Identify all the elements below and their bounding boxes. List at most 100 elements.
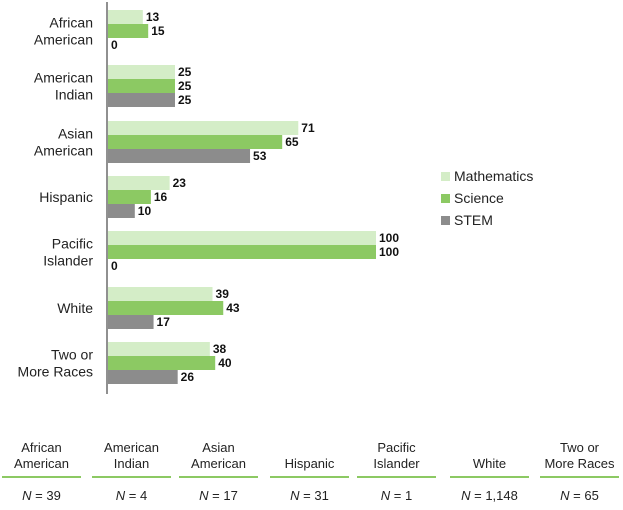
legend-swatch [441,171,450,181]
legend-swatch [441,215,450,225]
n-symbol: N [560,488,570,503]
sample-size-header-line: African [21,440,62,455]
value-label-science: 16 [154,190,168,204]
sample-size-column: African American N = 39 [0,438,83,503]
category-label: Two or More Races [18,347,94,380]
legend-item-stem: STEM [441,209,533,231]
category-label-line: More Races [18,364,93,380]
category-label-line: American [34,32,93,48]
sample-size-header-line: Pacific [377,440,416,455]
sample-size-header: Two or More Races [538,438,621,472]
value-label-mathematics: 13 [146,10,160,24]
sample-size-divider [2,476,81,478]
sample-size-header: Asian American [177,438,260,472]
bar-mathematics [108,176,170,190]
category-label-line: Indian [55,87,93,103]
bars [108,10,376,384]
sample-size-divider [92,476,171,478]
sample-size-header: Pacific Islander [355,438,438,472]
bar-stem [108,204,135,218]
value-label-science: 43 [226,301,240,315]
sample-size-value: N = 1 [355,488,438,503]
value-label-science: 65 [285,135,299,149]
sample-size-column: White N = 1,148 [448,438,531,503]
n-value: = 39 [31,488,61,503]
value-label-stem: 17 [157,315,171,329]
category-label: White [57,300,93,316]
category-label: African American [34,15,93,48]
sample-size-divider [540,476,619,478]
bar-mathematics [108,342,210,356]
sample-size-divider [450,476,529,478]
sample-size-table: African American N = 39 American Indian N = 4… [0,438,623,503]
n-value: = 31 [299,488,329,503]
bar-science [108,24,149,38]
sample-size-header-line: Two or [559,440,599,455]
sample-size-header-line: American [191,456,246,471]
bar-science [108,135,283,149]
sample-size-column: Hispanic N = 31 [268,438,351,503]
sample-size-column: Two or More Races N = 65 [538,438,621,503]
value-label-mathematics: 38 [213,342,227,356]
sample-size-column: American Indian N = 4 [90,438,173,503]
n-symbol: N [461,488,471,503]
sample-size-header: African American [0,438,83,472]
n-value: = 1 [390,488,413,503]
category-label-line: Hispanic [39,189,93,205]
sample-size-header-line: Hispanic [284,456,335,471]
sample-size-header-line: American [104,440,159,455]
value-label-stem: 53 [253,149,267,163]
category-label: Hispanic [39,189,93,205]
sample-size-value: N = 65 [538,488,621,503]
value-label-mathematics: 100 [379,231,399,245]
sample-size-column: Asian American N = 17 [177,438,260,503]
value-label-science: 15 [151,24,165,38]
category-label-line: African [49,15,93,31]
bar-mathematics [108,231,376,245]
bar-stem [108,149,251,163]
value-label-mathematics: 71 [301,121,315,135]
n-symbol: N [380,488,391,503]
category-label: American Indian [34,70,93,103]
legend-label: Science [454,190,504,206]
bar-science [108,79,175,93]
sample-size-header: White [448,438,531,472]
sample-size-value: N = 39 [0,488,83,503]
value-label-science: 40 [218,356,232,370]
sample-size-header-line: Islander [373,456,420,471]
bar-mathematics [108,65,175,79]
n-symbol: N [290,488,300,503]
value-label-stem: 10 [138,204,152,218]
category-label-line: American [34,70,93,86]
n-value: = 65 [569,488,599,503]
sample-size-value: N = 1,148 [448,488,531,503]
bar-mathematics [108,121,299,135]
value-label-stem: 0 [111,38,118,52]
value-label-mathematics: 25 [178,65,192,79]
bar-stem [108,93,175,107]
category-label-line: Asian [58,126,93,142]
legend: Mathematics Science STEM [441,165,533,231]
bar-science [108,190,151,204]
bar-science [108,356,216,370]
sample-size-header-line: Asian [202,440,235,455]
legend-label: Mathematics [454,168,534,184]
sample-size-header-line: American [14,456,69,471]
sample-size-header: American Indian [90,438,173,472]
sample-size-column: Pacific Islander N = 1 [355,438,438,503]
bar-science [108,301,224,315]
bar-stem [108,315,154,329]
bar-science [108,245,376,259]
value-label-science: 25 [178,79,192,93]
value-labels: 1315025252571655323161010010003943173840… [111,10,399,384]
value-label-stem: 26 [181,370,195,384]
legend-label: STEM [454,212,493,228]
value-label-science: 100 [379,245,399,259]
sample-size-header: Hispanic [268,438,351,472]
category-label-line: White [57,300,93,316]
bar-mathematics [108,287,213,301]
legend-item-science: Science [441,187,533,209]
n-value: = 4 [125,488,148,503]
